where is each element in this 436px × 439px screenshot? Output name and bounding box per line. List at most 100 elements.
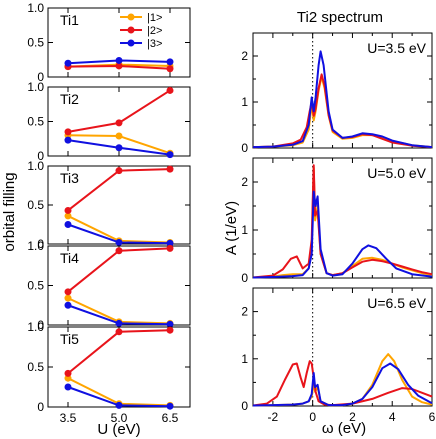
spectrum-panel-1: 0 1 2 U=3.5 eV [241,32,433,155]
series-line-2 [67,168,171,212]
x-tick-label: 3.5 [60,411,77,425]
y-tick-label: 2 [241,305,248,319]
data-point [115,167,123,175]
spectrum-curve-3 [252,190,433,279]
panel-label: Ti2 [60,91,79,107]
y-tick-label: 1.0 [27,1,44,15]
data-point [115,247,123,255]
data-point [115,119,123,127]
panel-label: Ti4 [60,250,79,266]
legend-label-1: |1> [147,12,162,24]
panel-label: Ti1 [60,12,79,28]
data-point [166,165,174,173]
data-point [64,206,72,214]
filling-panel-ti5: 0 0.5 1.0 Ti5 3.5 5.0 6.5 [27,320,191,425]
spectrum-curve-2 [252,164,433,279]
y-tick-label: 0 [37,318,44,332]
y-tick-label: 2 [241,175,248,189]
panel-label: U=3.5 eV [367,40,426,56]
data-point [64,59,72,67]
spectrum-curve-1 [252,166,433,279]
panel-label: Ti3 [60,170,79,186]
data-point [166,65,174,73]
u-xlabel: U (eV) [97,421,140,438]
y-tick-label: 0 [37,149,44,163]
data-point [166,326,174,334]
x-tick-label: -2 [268,410,279,424]
legend-marker-3 [127,39,135,47]
legend-marker-1 [127,13,135,21]
data-point [115,238,123,246]
data-point [166,58,174,66]
x-tick-label: 5.0 [111,411,128,425]
y-tick-label: 1 [241,223,248,237]
data-point [64,294,72,302]
y-tick-label: 0.5 [27,198,44,212]
data-point [64,136,72,144]
panel-label: Ti5 [60,331,79,347]
y-tick-label: 1 [241,352,248,366]
orbital-filling-ylabel: orbital filling [1,172,18,251]
data-point [64,383,72,391]
y-tick-label: 0 [241,399,248,413]
data-point [115,62,123,70]
legend-label-3: |3> [147,38,162,50]
data-point [64,128,72,136]
x-tick-label: 6.5 [162,411,179,425]
data-point [166,86,174,94]
filling-panel-ti1: 0 0.5 1.0 Ti1 [27,1,191,84]
data-point [166,402,174,410]
omega-xlabel: ω (eV) [322,420,366,437]
filling-panel-ti3: 0 0.5 1.0 Ti3 [27,159,191,251]
data-point [64,212,72,220]
data-point [64,374,72,382]
spectrum-curve-2 [252,73,433,149]
x-tick-label: 0 [309,410,316,424]
legend-marker-2 [127,26,135,34]
panel-frame [252,157,433,279]
spectrum-title: Ti2 spectrum [297,9,383,26]
spectrum-ylabel: A (1/eV) [223,201,240,255]
y-tick-label: 1.0 [27,239,44,253]
panel-frame [252,32,433,149]
spectrum-curve-1 [252,75,433,149]
y-tick-label: 0.5 [27,279,44,293]
spectrum-curve-3 [252,50,433,149]
data-point [115,328,123,336]
data-point [64,369,72,377]
filling-panel-ti2: 0 0.5 1.0 Ti2 [27,80,191,163]
y-tick-label: 0.5 [27,360,44,374]
y-tick-label: 0 [241,141,248,155]
orbital-filling-panels: 0 0.5 1.0 Ti1 0 0.5 1.0 Ti2 0 0.5 1.0 Ti3 0 0.5 1.0 Ti4… [27,1,191,425]
data-point [166,320,174,328]
y-tick-label: 2 [241,49,248,63]
y-tick-label: 0 [37,400,44,414]
data-point [64,288,72,296]
panel-label: U=6.5 eV [367,295,426,311]
series-line-2 [67,329,171,375]
y-tick-label: 0.5 [27,36,44,50]
spectrum-panel-2: 0 1 2 U=5.0 eV [241,157,433,285]
data-point [64,221,72,228]
data-point [166,239,174,247]
spectrum-curve-3 [252,362,433,407]
legend-label-2: |2> [147,25,162,37]
data-point [64,301,72,309]
y-tick-label: 0 [241,271,248,285]
x-tick-label: 6 [429,410,436,424]
y-tick-label: 0 [37,237,44,251]
x-tick-label: 4 [389,410,396,424]
data-point [115,56,123,64]
data-point [115,319,123,327]
data-point [115,132,123,140]
y-tick-label: 1.0 [27,320,44,334]
series-line-2 [67,247,171,293]
data-point [115,144,123,152]
x-tick-label: 2 [349,410,356,424]
filling-panel-ti4: 0 0.5 1.0 Ti4 [27,239,191,332]
data-point [166,244,174,252]
legend: |1> |2> |3> [120,12,162,50]
spectrum-panels: 0 1 2 U=3.5 eV 0 1 2 U=5.0 eV 0 1 2 -2 0 2 4 6 U=6.5 eV [241,32,436,424]
data-point [166,151,174,159]
